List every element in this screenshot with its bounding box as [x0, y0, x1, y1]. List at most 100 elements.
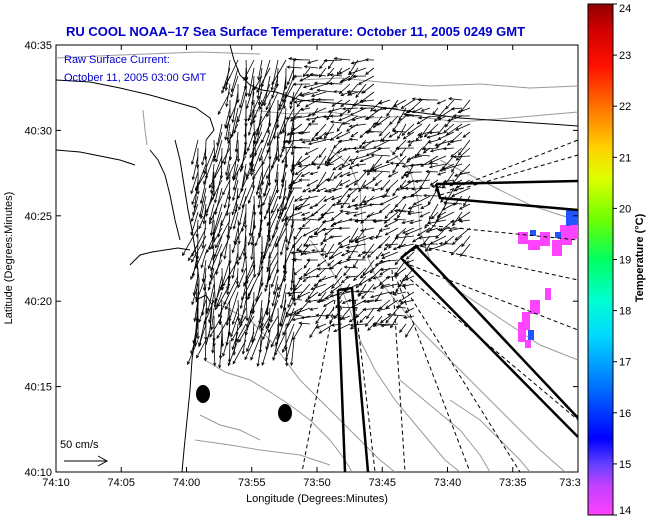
current-vector — [222, 331, 231, 357]
current-vector-head — [238, 222, 242, 226]
current-vector-head — [388, 134, 393, 138]
current-vector-head — [287, 183, 292, 187]
current-vector — [200, 179, 207, 204]
current-vector-head — [288, 57, 292, 61]
current-vector — [384, 211, 399, 224]
current-vector-head — [394, 236, 399, 240]
current-vector — [191, 203, 199, 222]
current-vector-head — [208, 220, 212, 225]
current-vector — [253, 99, 263, 118]
current-vector-head — [453, 173, 458, 177]
current-vector — [285, 211, 303, 219]
current-vector-head — [270, 87, 274, 91]
current-vector-head — [258, 157, 262, 162]
current-vector-head — [333, 144, 337, 149]
current-vector-head — [254, 242, 258, 247]
current-vector — [345, 179, 359, 188]
current-vector-head — [277, 286, 281, 291]
current-vector — [241, 251, 247, 273]
current-vector-head — [301, 223, 306, 228]
current-vector-head — [376, 308, 381, 312]
current-vector — [233, 171, 239, 191]
current-vector-head — [346, 90, 351, 94]
current-vector — [301, 123, 311, 135]
current-vector-head — [330, 323, 335, 327]
current-vector-head — [370, 108, 374, 112]
current-vector-head — [455, 185, 460, 189]
current-vector-head — [235, 281, 239, 285]
current-vector-head — [406, 174, 410, 179]
current-vector — [301, 91, 319, 97]
current-vector — [437, 115, 447, 121]
current-vector-head — [365, 299, 370, 304]
current-vector-head — [335, 136, 340, 140]
current-vector — [380, 315, 391, 323]
current-vector — [399, 235, 407, 248]
current-vector — [232, 179, 239, 201]
current-vector — [301, 315, 319, 319]
current-vector — [355, 219, 375, 221]
current-vector-head — [274, 352, 278, 356]
current-vector — [305, 243, 319, 247]
current-vector — [280, 307, 287, 327]
current-vector-head — [379, 281, 383, 285]
current-vector — [259, 195, 263, 215]
current-vector — [349, 227, 359, 243]
radar-sector-solid — [434, 183, 578, 212]
current-vector — [312, 115, 319, 123]
current-vector — [380, 259, 399, 263]
current-vector-head — [359, 134, 364, 139]
current-vector-head — [213, 199, 218, 204]
current-vector — [393, 291, 407, 296]
current-vector — [257, 163, 271, 191]
current-vector — [243, 227, 247, 256]
current-vector-head — [395, 272, 399, 277]
current-vector — [458, 211, 471, 221]
current-vector-head — [316, 88, 321, 93]
current-vector-head — [266, 175, 270, 180]
current-vector — [407, 179, 423, 183]
current-vector — [426, 171, 439, 173]
current-vector — [193, 323, 199, 344]
current-vector — [208, 259, 223, 285]
current-vector-head — [199, 215, 204, 220]
current-vector — [243, 267, 255, 287]
coastline-segment — [56, 149, 136, 166]
current-vector — [320, 211, 335, 216]
current-vector-head — [457, 109, 462, 114]
current-vector — [204, 331, 207, 361]
current-vector-head — [311, 119, 316, 124]
current-vector-head — [191, 176, 196, 181]
current-vector-head — [266, 113, 270, 118]
current-vector-head — [196, 335, 200, 340]
current-vector — [331, 275, 343, 289]
current-vector-head — [347, 187, 352, 191]
current-vector — [199, 187, 207, 217]
current-vector — [367, 323, 375, 331]
current-vector — [348, 67, 367, 75]
current-vector — [251, 147, 255, 176]
current-vector — [360, 155, 375, 162]
current-vector-head — [210, 245, 215, 250]
current-vector — [292, 155, 303, 171]
current-vector-head — [191, 201, 195, 206]
radar-sector-solid — [336, 289, 347, 472]
current-vector — [341, 155, 351, 167]
current-vector-head — [322, 303, 327, 307]
current-vector-head — [394, 204, 399, 208]
current-vector — [388, 131, 399, 138]
current-vector-head — [310, 249, 315, 253]
current-vector-head — [283, 218, 288, 222]
current-vector-head — [199, 200, 204, 205]
current-vector — [338, 187, 351, 203]
current-vector-head — [298, 178, 303, 182]
current-vector — [232, 331, 239, 350]
current-vector — [291, 339, 295, 366]
current-vector-head — [296, 103, 301, 108]
current-vector-head — [462, 134, 467, 138]
coastline-segment — [174, 139, 200, 472]
current-vector-head — [338, 71, 343, 75]
current-vector-head — [414, 154, 418, 158]
current-vector-head — [401, 195, 406, 200]
